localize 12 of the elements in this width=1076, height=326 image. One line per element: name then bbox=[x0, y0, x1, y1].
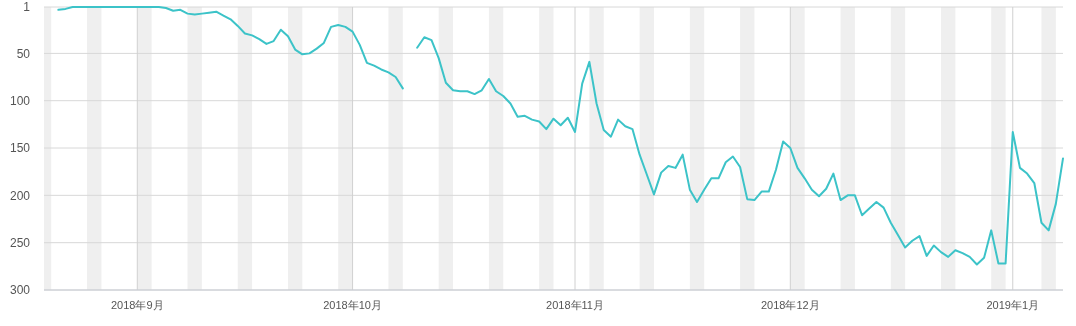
x-tick-label: 2018年12月 bbox=[760, 299, 820, 311]
x-tick-label: 2018年10月 bbox=[323, 299, 382, 311]
y-tick-label: 50 bbox=[16, 46, 31, 61]
x-tick-label: 2018年9月 bbox=[110, 299, 164, 311]
y-tick-label: 300 bbox=[9, 283, 31, 298]
y-tick-label: 100 bbox=[9, 93, 31, 108]
y-tick-label: 1 bbox=[23, 0, 31, 15]
x-tick-label: 2018年11月 bbox=[546, 299, 604, 311]
x-tick-label: 2019年1月 bbox=[986, 299, 1040, 311]
y-tick-label: 250 bbox=[9, 235, 31, 250]
y-tick-label: 150 bbox=[9, 141, 31, 156]
y-tick-label: 200 bbox=[9, 188, 31, 203]
